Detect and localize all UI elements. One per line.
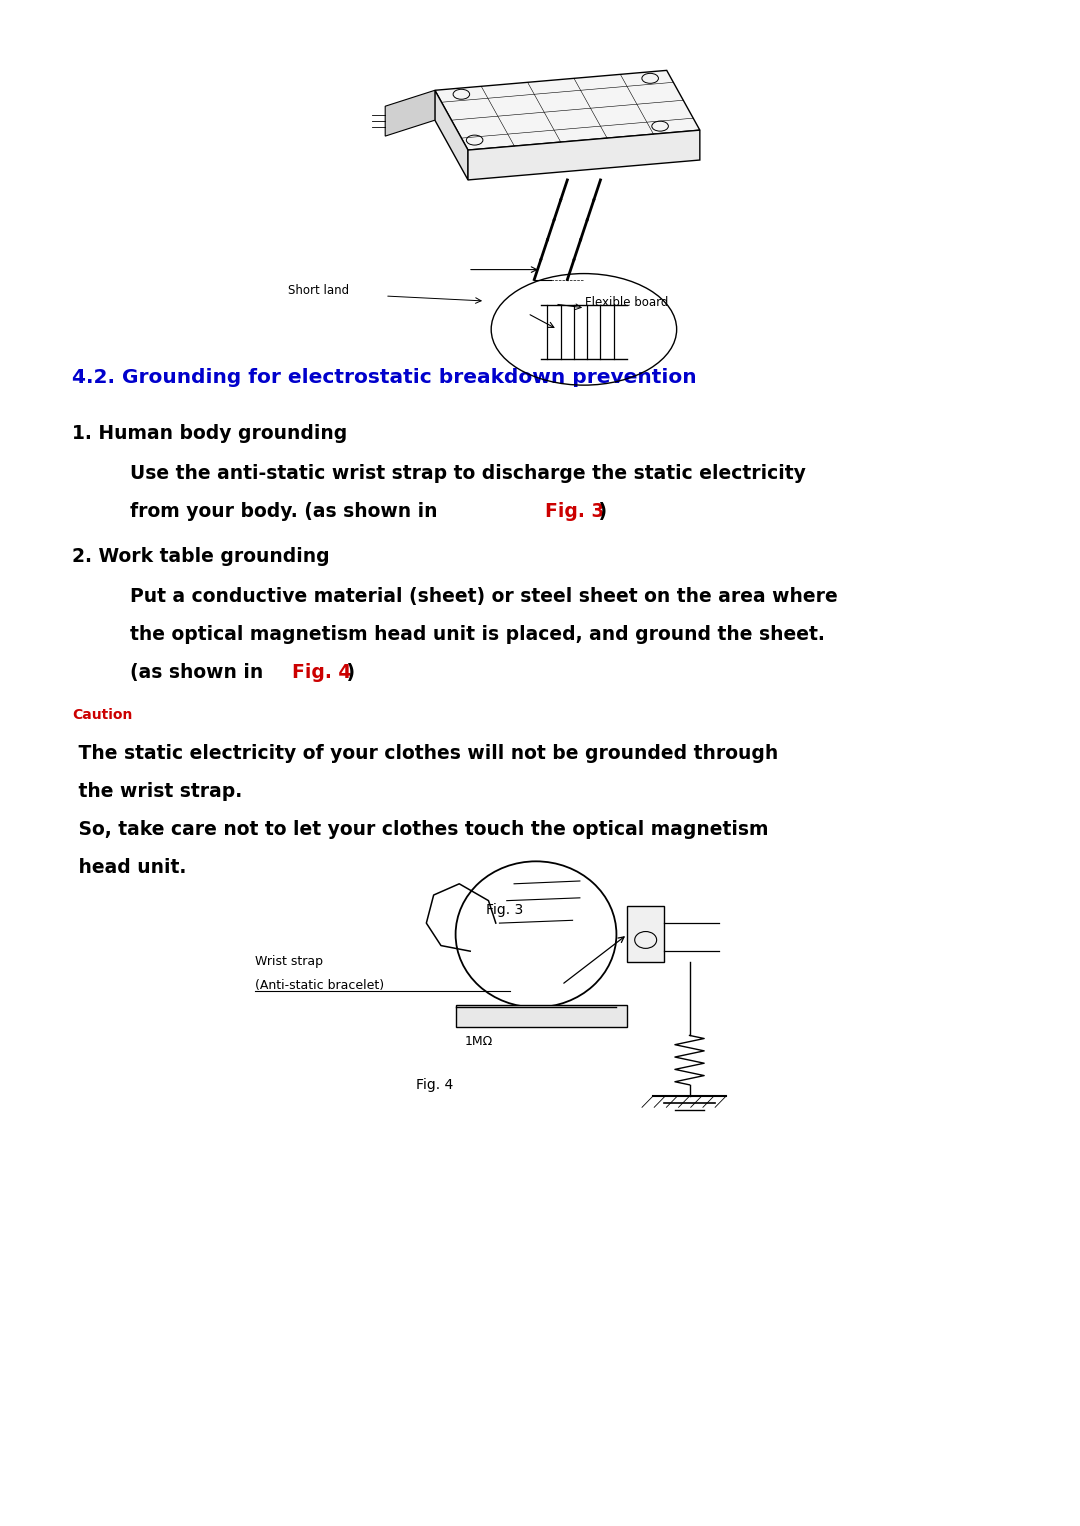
Bar <box>627 906 664 963</box>
Text: So, take care not to let your clothes touch the optical magnetism: So, take care not to let your clothes to… <box>72 819 769 839</box>
Text: head unit.: head unit. <box>72 858 187 877</box>
Text: Wrist strap: Wrist strap <box>255 955 323 967</box>
Text: The static electricity of your clothes will not be grounded through: The static electricity of your clothes w… <box>72 745 779 763</box>
Text: 1MΩ: 1MΩ <box>465 1035 494 1048</box>
Polygon shape <box>435 90 468 180</box>
Text: the optical magnetism head unit is placed, and ground the sheet.: the optical magnetism head unit is place… <box>130 626 825 644</box>
Text: the wrist strap.: the wrist strap. <box>72 781 242 801</box>
Text: (Anti-static bracelet): (Anti-static bracelet) <box>255 980 384 992</box>
Polygon shape <box>435 70 700 150</box>
Text: Put a conductive material (sheet) or steel sheet on the area where: Put a conductive material (sheet) or ste… <box>130 588 838 606</box>
Text: ): ) <box>592 502 607 520</box>
Bar <box>456 1004 627 1027</box>
Text: 4.2. Grounding for electrostatic breakdown prevention: 4.2. Grounding for electrostatic breakdo… <box>72 368 697 388</box>
Text: Fig. 3: Fig. 3 <box>545 502 605 520</box>
Polygon shape <box>386 90 435 136</box>
Text: Fig. 4: Fig. 4 <box>417 1077 454 1093</box>
Text: Short land: Short land <box>288 284 349 298</box>
Text: 1. Human body grounding: 1. Human body grounding <box>72 424 348 443</box>
Text: Caution: Caution <box>72 708 133 722</box>
Text: Use the anti-static wrist strap to discharge the static electricity: Use the anti-static wrist strap to disch… <box>130 464 806 484</box>
Text: from your body. (as shown in: from your body. (as shown in <box>130 502 444 520</box>
Polygon shape <box>468 130 700 180</box>
Text: Fig. 4: Fig. 4 <box>292 662 351 682</box>
Text: Flexible board: Flexible board <box>585 296 669 308</box>
Text: (as shown in: (as shown in <box>130 662 270 682</box>
Text: ): ) <box>340 662 355 682</box>
Text: 2. Work table grounding: 2. Work table grounding <box>72 546 329 566</box>
Text: Fig. 3: Fig. 3 <box>486 903 524 917</box>
